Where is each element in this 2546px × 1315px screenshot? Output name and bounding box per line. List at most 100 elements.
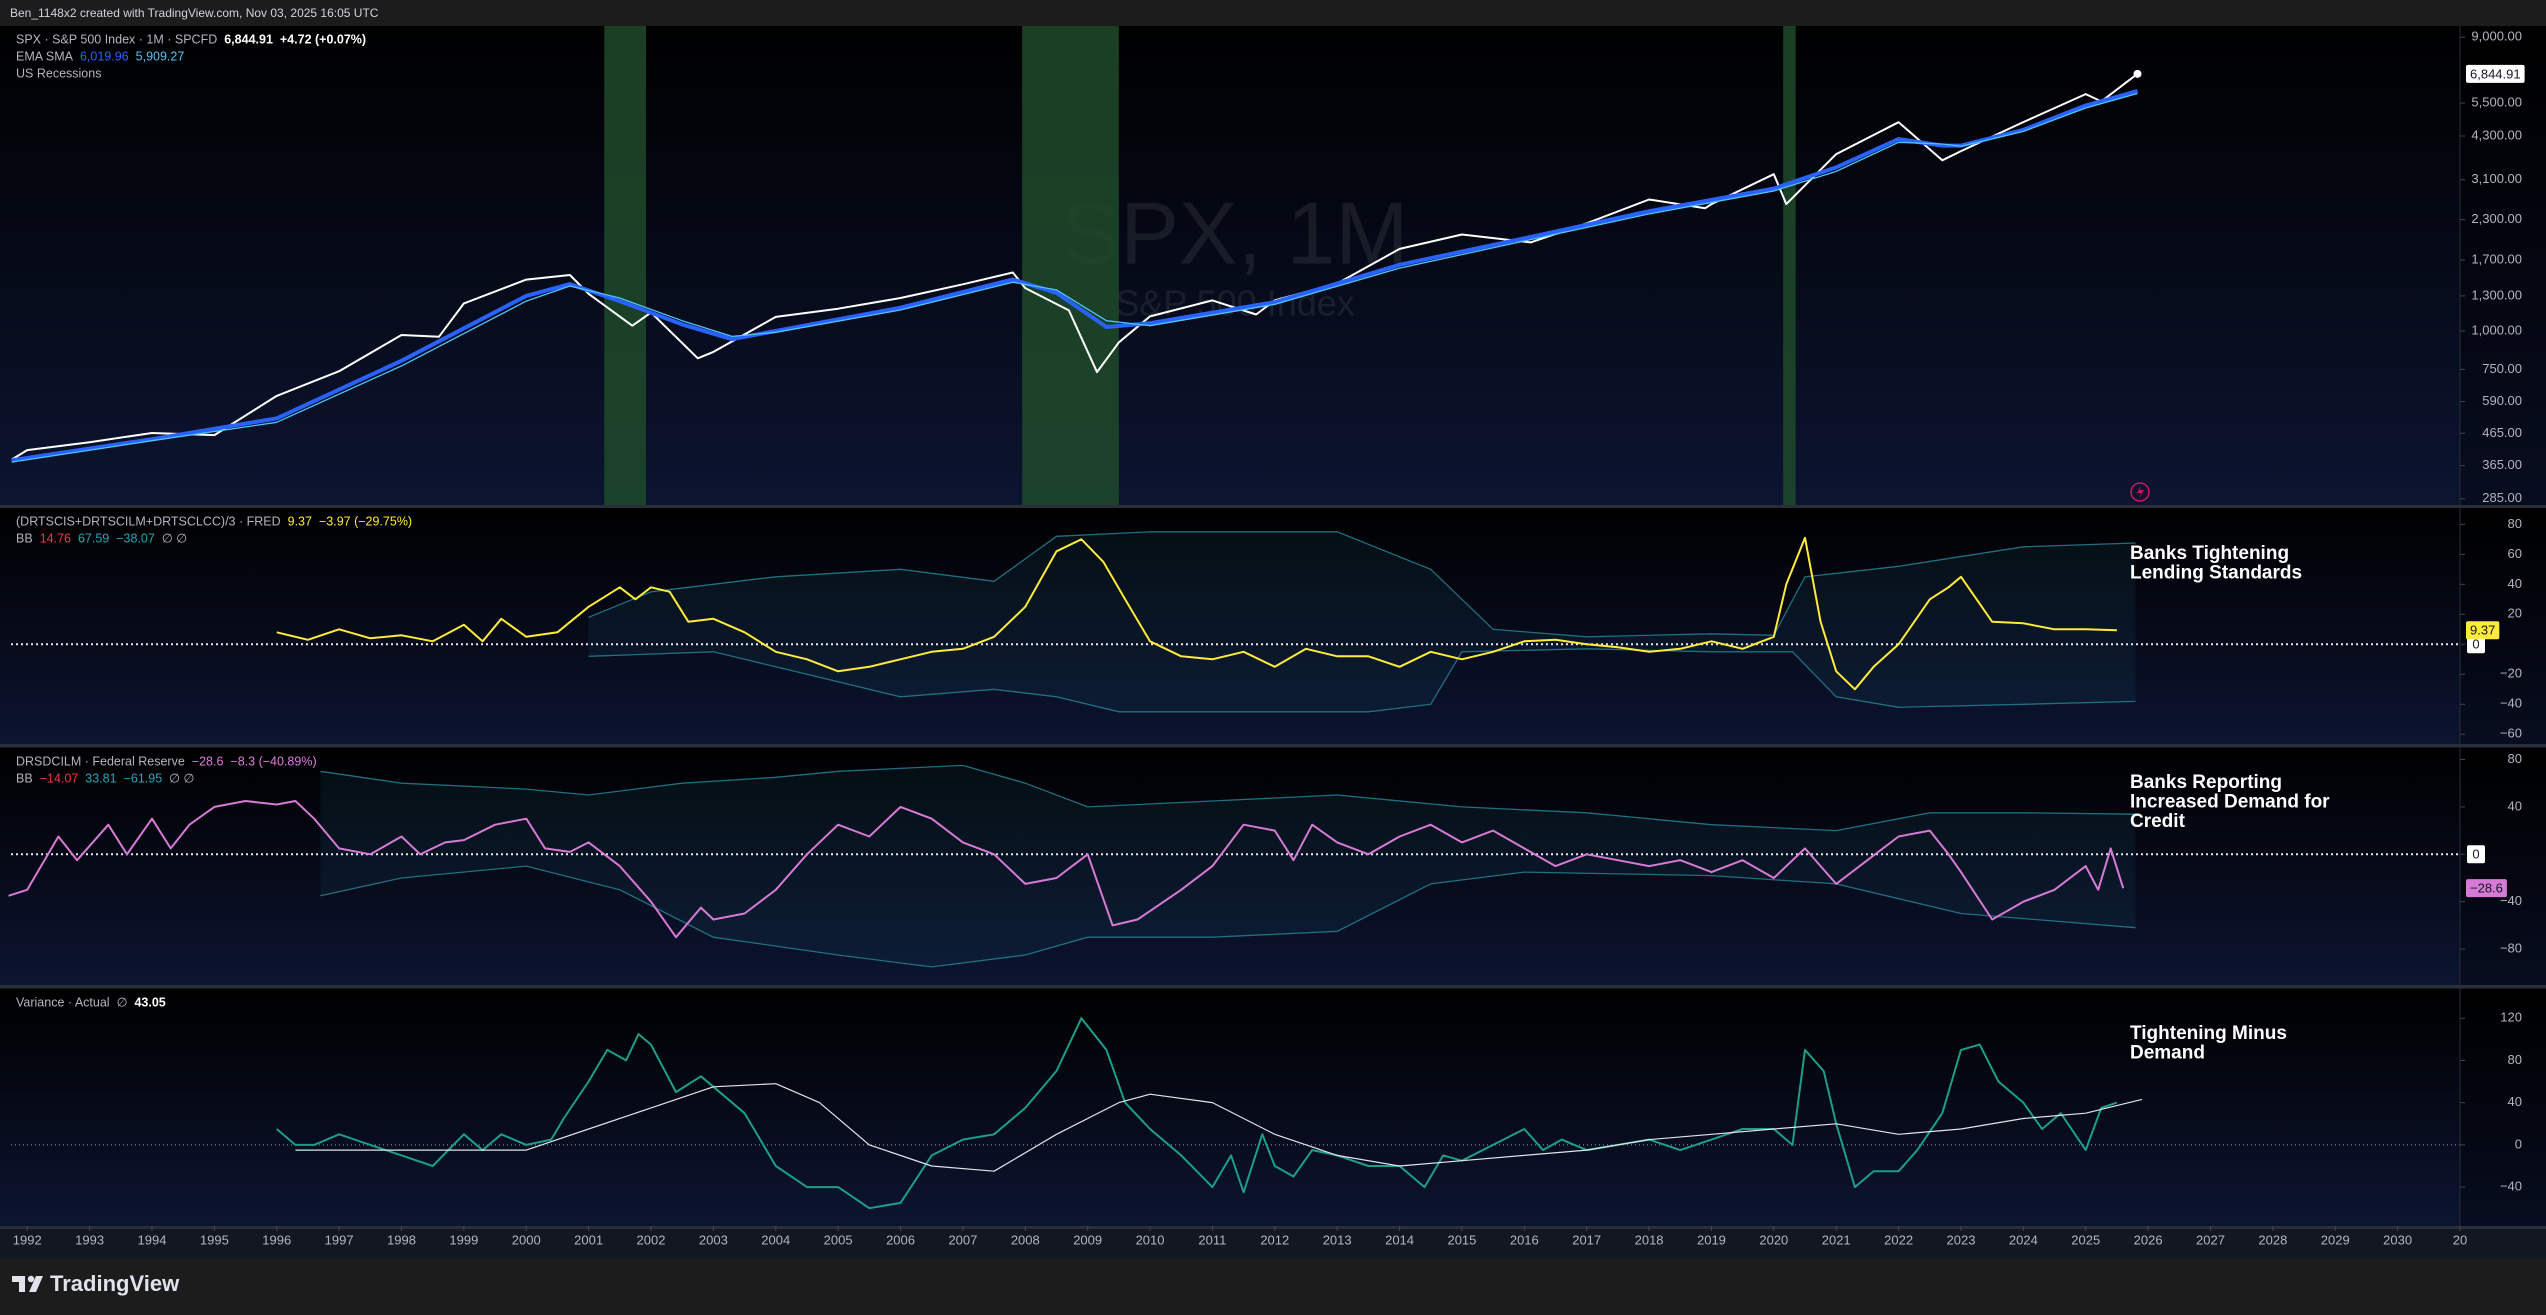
x-tick-label: 2018 <box>1635 1232 1664 1247</box>
legend-text: −8.3 (−40.89%) <box>230 754 316 768</box>
y-tick-label: −60 <box>2500 726 2522 741</box>
y-tick-label: 0 <box>2515 1136 2522 1151</box>
footer-bar <box>0 1258 2546 1315</box>
x-tick-label: 2028 <box>2258 1232 2287 1247</box>
series-line <box>295 1083 2143 1172</box>
x-tick-label: 2012 <box>1260 1232 1289 1247</box>
legend-text: 6,019.96 <box>80 49 129 63</box>
series-line <box>11 73 2139 461</box>
y-tick-label: 465.00 <box>2482 425 2522 440</box>
x-tick-label: 1996 <box>262 1232 291 1247</box>
legend-text: −28.6 <box>192 754 224 768</box>
pane-background <box>0 508 2546 744</box>
pane-background <box>0 748 2546 985</box>
pane-background <box>0 989 2546 1226</box>
zero-label-box <box>2467 635 2485 654</box>
y-tick-label: −40 <box>2500 1179 2522 1194</box>
y-tick-label: 120 <box>2500 1010 2522 1025</box>
y-tick-label: 60 <box>2508 546 2522 561</box>
price-label: 9.37 <box>2470 623 2495 638</box>
x-tick-label: 2014 <box>1385 1232 1414 1247</box>
x-tick-label: 1998 <box>387 1232 416 1247</box>
watermark: SPX, 1M <box>1061 183 1408 282</box>
legend-text: 33.81 <box>85 771 116 785</box>
x-tick-label: 1994 <box>138 1232 167 1247</box>
x-tick-label: 2008 <box>1011 1232 1040 1247</box>
x-tick-label: 2017 <box>1572 1232 1601 1247</box>
y-tick-label: −20 <box>2500 666 2522 681</box>
bollinger-band <box>320 764 2136 832</box>
x-tick-label: 1999 <box>449 1232 478 1247</box>
y-tick-label: 1,300.00 <box>2471 287 2522 302</box>
annotation: Lending Standards <box>2130 563 2302 584</box>
legend-text: US Recessions <box>16 66 101 80</box>
legend-text: 14.76 <box>40 531 71 545</box>
annotation: Tightening Minus <box>2130 1023 2287 1044</box>
annotation: Banks Tightening <box>2130 543 2289 564</box>
legend-text: BB <box>16 771 33 785</box>
x-tick-label: 20 <box>2453 1232 2467 1247</box>
bollinger-band <box>588 648 2136 713</box>
legend-text: BB <box>16 531 33 545</box>
x-tick-label: 2026 <box>2134 1232 2163 1247</box>
x-tick-label: 2011 <box>1198 1232 1226 1247</box>
y-tick-label: 80 <box>2508 751 2522 766</box>
x-tick-label: 2023 <box>1947 1232 1976 1247</box>
x-tick-label: 2003 <box>699 1232 728 1247</box>
legend-text: Variance · Actual <box>16 995 110 1009</box>
x-tick-label: 1993 <box>75 1232 104 1247</box>
x-tick-label: 2010 <box>1136 1232 1165 1247</box>
x-tick-label: 2009 <box>1073 1232 1102 1247</box>
x-tick-label: 2025 <box>2071 1232 2100 1247</box>
y-tick-label: 3,100.00 <box>2471 171 2522 186</box>
legend-text: (DRTSCIS+DRTSCILM+DRTSCLCC)/3 · FRED <box>16 514 281 528</box>
y-tick-label: 80 <box>2508 516 2522 531</box>
last-point <box>2133 69 2142 78</box>
x-tick-label: 2004 <box>761 1232 790 1247</box>
legend-text: 6,844.91 <box>224 32 273 46</box>
header-bar <box>0 0 2546 26</box>
price-axis-background <box>2460 26 2546 505</box>
x-tick-label: 2016 <box>1510 1232 1539 1247</box>
annotation: Credit <box>2130 811 2186 832</box>
x-tick-label: 2013 <box>1323 1232 1352 1247</box>
y-tick-label: 0 <box>2472 637 2479 652</box>
annotation: Demand <box>2130 1043 2205 1064</box>
legend-text: 9.37 <box>288 514 312 528</box>
annotation: Banks Reporting <box>2130 772 2282 793</box>
x-tick-label: 1992 <box>13 1232 42 1247</box>
alert-icon <box>2130 482 2150 502</box>
x-tick-label: 2007 <box>948 1232 977 1247</box>
y-tick-label: 5,500.00 <box>2471 95 2522 110</box>
x-tick-label: 2020 <box>1759 1232 1788 1247</box>
legend-text: +4.72 (+0.07%) <box>280 32 366 46</box>
legend-text: 67.59 <box>78 531 109 545</box>
y-tick-label: 40 <box>2508 1094 2522 1109</box>
price-label: −28.6 <box>2470 881 2503 896</box>
price-axis-background <box>2460 748 2546 985</box>
x-tick-label: 2006 <box>886 1232 915 1247</box>
series-line <box>11 92 2138 463</box>
y-tick-label: 40 <box>2508 576 2522 591</box>
x-tick-label: 1995 <box>200 1232 229 1247</box>
x-tick-label: 2029 <box>2321 1232 2350 1247</box>
x-tick-label: 2024 <box>2009 1232 2038 1247</box>
legend-text: −61.95 <box>124 771 163 785</box>
x-tick-label: 2002 <box>637 1232 666 1247</box>
x-tick-label: 2001 <box>574 1232 603 1247</box>
legend-text: EMA SMA <box>16 49 74 63</box>
recession-band <box>604 26 647 505</box>
header-text: Ben_1148x2 created with TradingView.com,… <box>10 6 379 20</box>
band-fill <box>588 531 2136 712</box>
x-tick-label: 2022 <box>1884 1232 1913 1247</box>
y-tick-label: 2,300.00 <box>2471 211 2522 226</box>
x-tick-label: 2021 <box>1822 1232 1851 1247</box>
band-fill <box>320 765 2136 967</box>
legend-text: SPX · S&P 500 Index · 1M · SPCFD <box>16 32 217 46</box>
y-tick-label: 1,000.00 <box>2471 322 2522 337</box>
x-tick-label: 2015 <box>1447 1232 1476 1247</box>
y-tick-label: −40 <box>2500 696 2522 711</box>
recession-band <box>1022 26 1119 505</box>
